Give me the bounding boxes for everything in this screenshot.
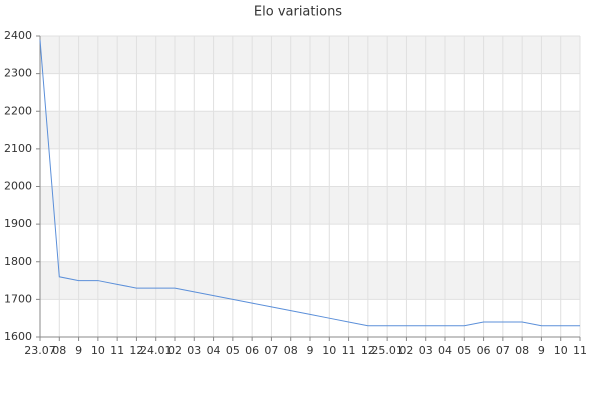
x-tick-label: 06: [245, 344, 259, 357]
line: [39, 39, 580, 327]
x-tick-label: 06: [477, 344, 491, 357]
x-tick-label: 12: [361, 344, 375, 357]
y-tick-label: 2300: [4, 67, 32, 80]
x-tick-label: 23.07: [24, 344, 56, 357]
y-tick-label: 1900: [4, 217, 32, 230]
y-tick-label: 2400: [4, 29, 32, 42]
x-tick-label: 10: [91, 344, 105, 357]
y-tick-label: 2100: [4, 142, 32, 155]
x-tick-label: 25.01: [371, 344, 403, 357]
x-tick-label: 07: [264, 344, 278, 357]
x-tick-label: 05: [457, 344, 471, 357]
x-tick-label: 05: [226, 344, 240, 357]
x-tick-label: 02: [168, 344, 182, 357]
x-tick-label: 24.01: [140, 344, 172, 357]
x-tick-label: 9: [538, 344, 545, 357]
x-tick-label: 11: [573, 344, 587, 357]
x-tick-label: 9: [75, 344, 82, 357]
chart-title: Elo variations: [254, 5, 342, 20]
x-tick-label: 04: [438, 344, 452, 357]
x-tick-label: 9: [307, 344, 314, 357]
y-tick-label: 1800: [4, 255, 32, 268]
x-tick-label: 03: [419, 344, 433, 357]
x-tick-label: 08: [515, 344, 529, 357]
y-tick-label: 1600: [4, 330, 32, 343]
x-tick-label: 11: [110, 344, 124, 357]
x-tick-label: 12: [129, 344, 143, 357]
x-tick-label: 03: [187, 344, 201, 357]
x-tick-label: 10: [554, 344, 568, 357]
y-tick-label: 2200: [4, 104, 32, 117]
x-tick-label: 10: [322, 344, 336, 357]
x-tick-label: 11: [342, 344, 356, 357]
x-tick-label: 08: [52, 344, 66, 357]
y-tick-label: 1700: [4, 292, 32, 305]
y-tick-label: 2000: [4, 180, 32, 193]
x-tick-label: 07: [496, 344, 510, 357]
x-tick-label: 04: [207, 344, 221, 357]
x-tick-label: 08: [284, 344, 298, 357]
x-tick-label: 02: [399, 344, 413, 357]
